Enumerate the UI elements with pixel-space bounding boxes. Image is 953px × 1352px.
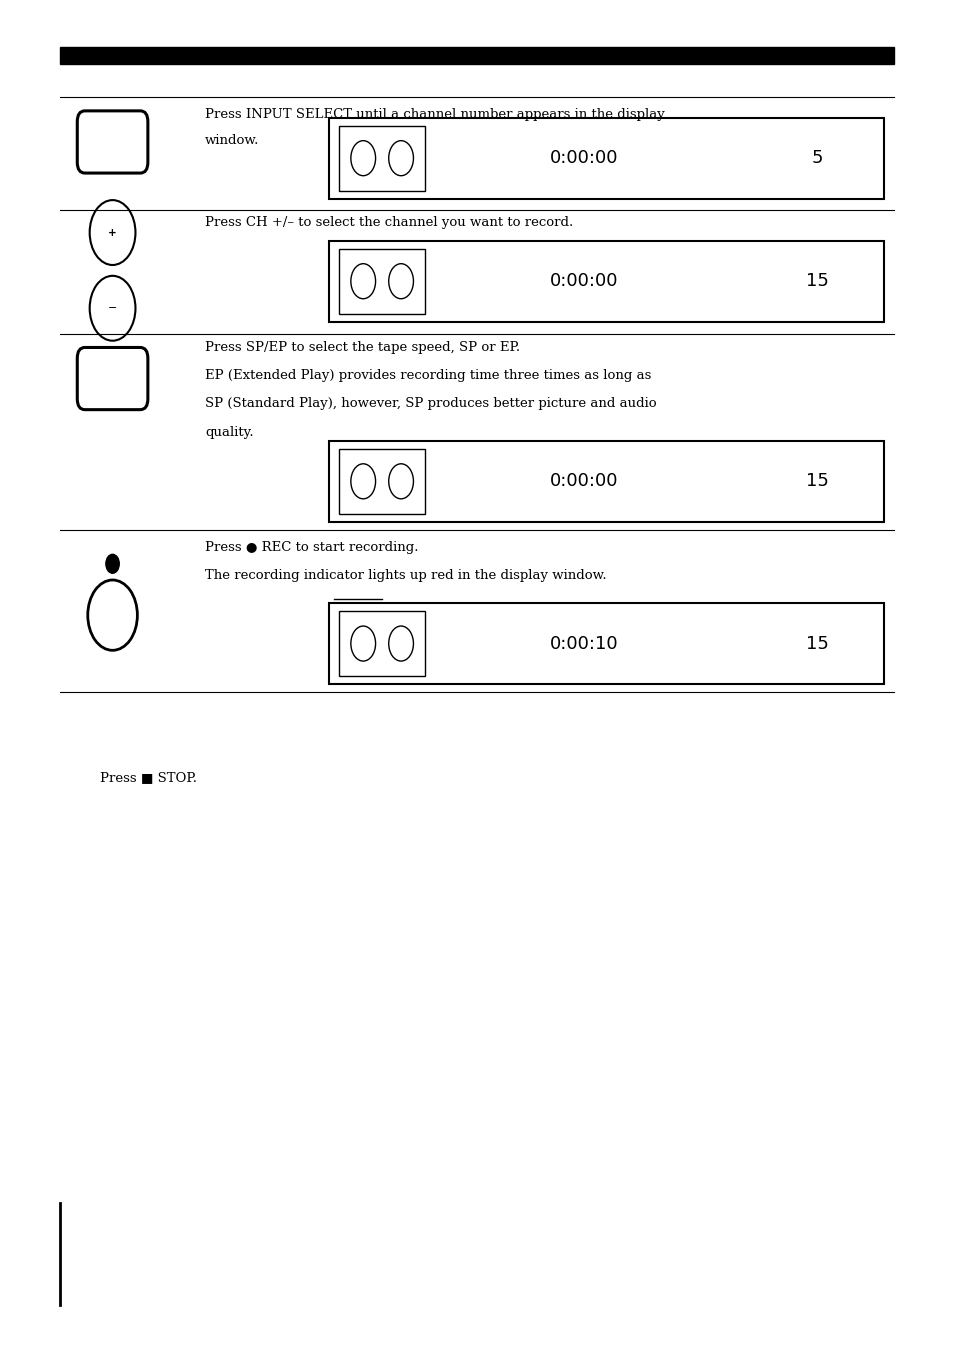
Text: SP (Standard Play), however, SP produces better picture and audio: SP (Standard Play), however, SP produces… <box>205 397 656 411</box>
Text: 0:00:00: 0:00:00 <box>550 272 618 291</box>
Bar <box>329 441 883 522</box>
Bar <box>329 241 883 322</box>
Text: 15: 15 <box>805 272 828 291</box>
Text: 0:00:00: 0:00:00 <box>550 472 618 491</box>
Bar <box>338 449 425 514</box>
Bar <box>338 611 425 676</box>
Circle shape <box>106 554 119 573</box>
Bar <box>329 603 883 684</box>
FancyBboxPatch shape <box>77 347 148 410</box>
FancyBboxPatch shape <box>77 111 148 173</box>
Bar <box>60 47 893 64</box>
Text: 15: 15 <box>805 634 828 653</box>
Text: Press SP/EP to select the tape speed, SP or EP.: Press SP/EP to select the tape speed, SP… <box>205 341 519 354</box>
Text: EP (Extended Play) provides recording time three times as long as: EP (Extended Play) provides recording ti… <box>205 369 651 383</box>
Text: Press CH +/– to select the channel you want to record.: Press CH +/– to select the channel you w… <box>205 216 573 230</box>
Bar <box>338 249 425 314</box>
Text: 5: 5 <box>811 149 822 168</box>
Text: quality.: quality. <box>205 426 253 439</box>
Bar <box>338 126 425 191</box>
Text: Press ■ STOP.: Press ■ STOP. <box>100 771 197 784</box>
Text: The recording indicator lights up red in the display window.: The recording indicator lights up red in… <box>205 569 606 583</box>
Bar <box>329 118 883 199</box>
Text: 0:00:10: 0:00:10 <box>550 634 618 653</box>
Text: +: + <box>108 227 117 238</box>
Text: Press ● REC to start recording.: Press ● REC to start recording. <box>205 541 418 554</box>
Text: 0:00:00: 0:00:00 <box>550 149 618 168</box>
Text: −: − <box>108 303 117 314</box>
Text: 15: 15 <box>805 472 828 491</box>
Text: window.: window. <box>205 134 259 147</box>
Text: Press INPUT SELECT until a channel number appears in the display: Press INPUT SELECT until a channel numbe… <box>205 108 664 122</box>
